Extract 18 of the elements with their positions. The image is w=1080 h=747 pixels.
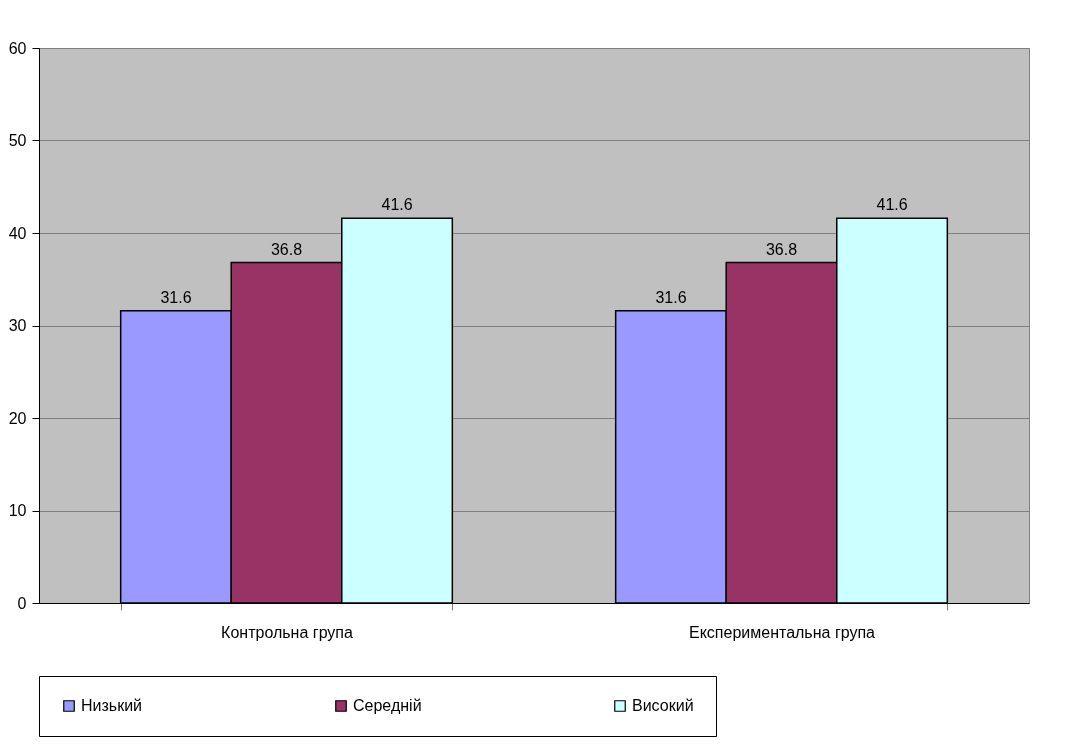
legend-label: Низький [81,697,143,714]
y-tick-label: 0 [17,594,27,612]
y-tick-label: 10 [8,502,27,519]
data-label: 41.6 [876,196,908,214]
legend-label: Середній [353,697,422,714]
data-label: 36.8 [270,240,303,258]
y-tick-label: 40 [8,224,27,242]
y-tick-label: 20 [8,409,27,427]
data-label: 41.6 [381,196,413,214]
y-tick-label: 60 [8,39,27,57]
data-label: 31.6 [655,288,687,306]
legend-label: Високий [632,697,694,714]
data-label: 36.8 [765,240,798,258]
y-tick-label: 30 [8,317,27,334]
x-tick-label: Контрольна група [221,623,353,641]
data-label: 31.6 [160,288,192,306]
y-tick-label: 50 [8,132,27,149]
x-tick-label: Експериментальна група [689,623,876,641]
